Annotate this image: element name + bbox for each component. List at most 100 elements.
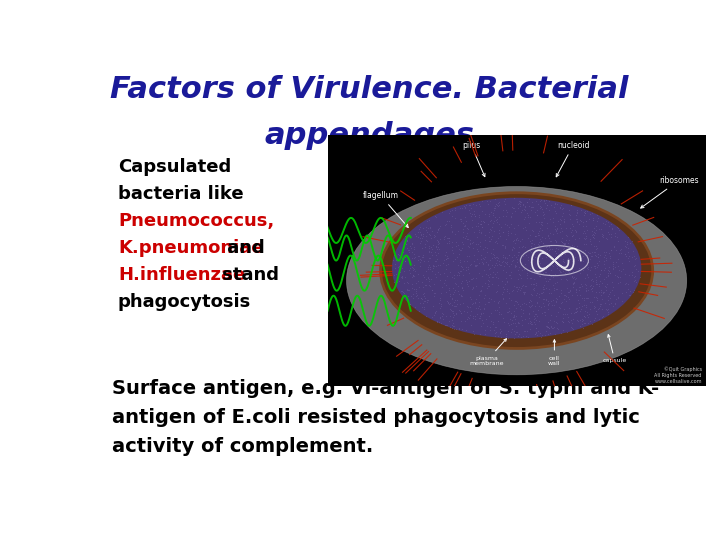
Point xyxy=(599,219,611,228)
Point xyxy=(432,261,444,269)
Point xyxy=(575,217,587,226)
Point xyxy=(588,234,600,242)
Point xyxy=(539,199,551,207)
Point xyxy=(430,256,441,265)
Point xyxy=(580,248,591,257)
Point xyxy=(590,222,602,231)
Point xyxy=(446,301,458,309)
Text: appendages: appendages xyxy=(264,121,474,150)
Point xyxy=(523,309,535,318)
Point xyxy=(408,250,420,259)
Point xyxy=(500,330,511,339)
Point xyxy=(524,258,536,267)
Point xyxy=(516,234,528,243)
Point xyxy=(552,277,563,286)
Text: phagocytosis: phagocytosis xyxy=(118,294,251,312)
Point xyxy=(389,251,400,260)
Point xyxy=(524,274,536,282)
Point xyxy=(590,245,601,254)
Point xyxy=(514,271,526,279)
Point xyxy=(545,310,557,319)
Point xyxy=(619,280,631,288)
Point xyxy=(474,312,485,321)
Point xyxy=(566,241,577,249)
Point xyxy=(454,267,466,276)
Point xyxy=(615,267,626,275)
Point xyxy=(410,284,421,293)
Point xyxy=(589,314,600,322)
Point xyxy=(474,313,486,322)
Point xyxy=(487,209,498,218)
Point xyxy=(406,239,418,247)
Point xyxy=(570,286,582,294)
Point xyxy=(508,235,520,244)
Point xyxy=(505,309,517,318)
Point xyxy=(534,227,545,235)
Point xyxy=(439,321,451,329)
Point xyxy=(548,261,559,270)
Point xyxy=(524,316,536,325)
Point xyxy=(423,241,434,250)
Point xyxy=(467,326,479,335)
Point xyxy=(609,299,621,308)
Point xyxy=(501,276,513,285)
Point xyxy=(474,228,485,237)
Point xyxy=(454,250,465,259)
Point xyxy=(435,319,446,327)
Point xyxy=(441,265,452,274)
Point xyxy=(556,275,567,284)
Point xyxy=(559,269,571,278)
Point xyxy=(444,299,456,307)
Point xyxy=(542,232,554,240)
Point xyxy=(395,273,407,281)
Point xyxy=(456,286,468,294)
Point xyxy=(527,255,539,264)
Point xyxy=(511,327,523,336)
Point xyxy=(569,234,580,243)
Point xyxy=(567,245,578,253)
Point xyxy=(405,291,417,300)
Point xyxy=(480,315,492,323)
Point xyxy=(408,271,419,279)
Point xyxy=(492,316,504,325)
Point xyxy=(510,282,521,291)
Point xyxy=(586,287,598,295)
Point xyxy=(567,282,579,291)
Point xyxy=(585,263,596,272)
Point xyxy=(624,238,636,247)
Point xyxy=(547,230,559,239)
Point xyxy=(423,224,434,233)
Point xyxy=(574,249,585,258)
Point xyxy=(497,266,508,274)
Point xyxy=(603,271,614,280)
Point xyxy=(534,202,546,211)
Point xyxy=(610,246,621,255)
Point xyxy=(567,254,578,263)
Point xyxy=(399,288,410,297)
Point xyxy=(438,259,449,267)
Point xyxy=(532,251,544,260)
Point xyxy=(554,204,566,213)
Point xyxy=(398,267,410,276)
Point xyxy=(526,265,538,274)
Point xyxy=(502,231,513,240)
Point xyxy=(577,266,589,275)
Point xyxy=(574,306,585,315)
Point xyxy=(505,314,516,323)
Point xyxy=(452,261,464,269)
Point xyxy=(485,316,497,325)
Point xyxy=(550,227,562,236)
Point xyxy=(426,242,437,251)
Point xyxy=(511,234,523,242)
Point xyxy=(408,260,420,269)
Point xyxy=(455,279,467,287)
Point xyxy=(451,271,463,279)
Point xyxy=(493,259,505,268)
Point xyxy=(586,319,598,328)
Point xyxy=(492,261,503,269)
Point xyxy=(423,246,435,255)
Point xyxy=(606,286,618,294)
Point xyxy=(461,307,472,316)
Point xyxy=(497,258,508,266)
Point xyxy=(399,239,410,247)
